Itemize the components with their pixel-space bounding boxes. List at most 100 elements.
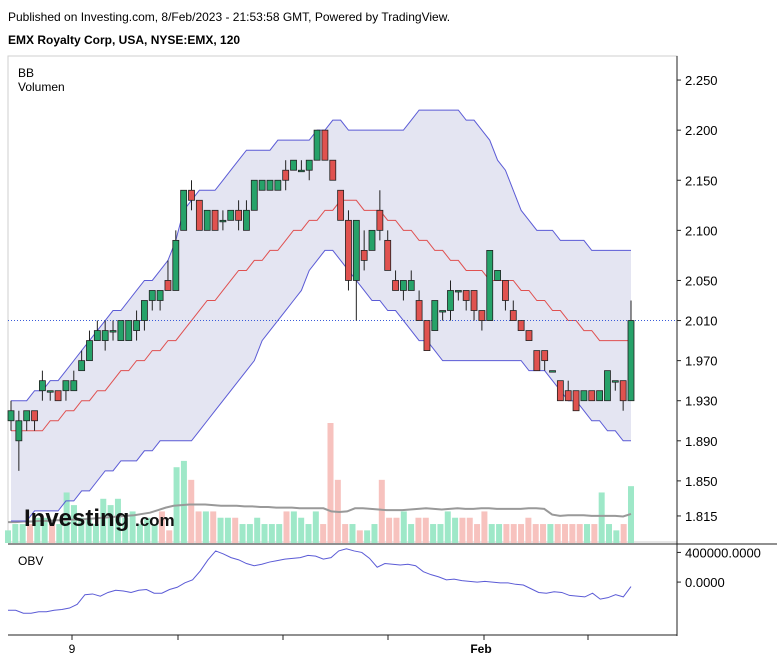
candle-body: [431, 300, 439, 331]
candle-body: [86, 340, 93, 362]
candlesticks: [7, 129, 635, 471]
volume-bar: [34, 517, 41, 543]
candle-body: [297, 169, 305, 173]
candle-body: [290, 159, 297, 171]
bb-upper-line: [11, 109, 631, 402]
volume-bar: [151, 524, 158, 543]
volume-bar: [268, 524, 275, 543]
price-tick-label: 2.150: [685, 173, 718, 188]
volume-bar: [400, 511, 407, 543]
candle-body: [321, 129, 329, 161]
candle-body: [109, 330, 117, 333]
candle-body: [62, 380, 70, 392]
volume-ma-line: [8, 503, 632, 524]
candle-body: [164, 280, 172, 291]
candle-body: [329, 159, 337, 181]
price-tick-label: 1.850: [685, 474, 718, 489]
candle-body: [423, 320, 431, 352]
volume-bar: [136, 524, 143, 543]
volume-bar: [239, 524, 246, 543]
volume-bar: [452, 517, 459, 543]
obv-tick-label: 0.0000: [685, 575, 725, 590]
investing-logo-suffix: .com: [135, 511, 175, 530]
volume-bar: [19, 524, 26, 543]
volume-bar: [26, 524, 33, 543]
candle-body: [604, 370, 611, 402]
volume-bar: [48, 524, 55, 543]
candle-body: [258, 179, 266, 191]
price-tick-label: 1.970: [685, 354, 718, 369]
volume-bar: [217, 517, 224, 543]
candle-body: [15, 420, 23, 442]
candle-body: [588, 390, 596, 402]
volume-bar: [202, 511, 209, 543]
candle-body: [23, 410, 31, 422]
obv-line: [8, 548, 632, 614]
volume-bar: [547, 524, 554, 543]
candle-body: [470, 290, 478, 311]
candle-body: [337, 189, 345, 221]
price-tick-label: 1.890: [685, 434, 718, 449]
candle-body: [250, 179, 258, 211]
candle-body: [486, 249, 494, 321]
volume-bar: [276, 524, 283, 543]
volume-bar: [488, 524, 495, 543]
volume-bar: [158, 511, 165, 543]
volume-bar: [576, 524, 583, 543]
volume-bar: [518, 524, 525, 543]
volume-bar: [327, 423, 334, 543]
bollinger-band-fill: [11, 110, 631, 521]
volume-indicator-label[interactable]: Volumen: [18, 80, 65, 94]
candle-body: [533, 350, 541, 372]
volume-bar: [188, 479, 195, 543]
volume-bar: [254, 517, 261, 543]
bb-basis-line: [11, 199, 631, 432]
candle-body: [454, 290, 462, 293]
candle-body: [125, 320, 133, 341]
candle-body: [141, 300, 148, 321]
volume-bar: [606, 524, 613, 543]
price-tick-label: 1.815: [685, 509, 718, 524]
candle-body: [7, 410, 15, 422]
price-axis-labels: 2.250 2.200 2.150 2.100 2.050 2.010 1.970 1.930…: [677, 73, 761, 590]
price-tick-label: 2.100: [685, 223, 718, 238]
volume-bar: [569, 524, 576, 543]
candle-body: [541, 350, 549, 362]
candle-body: [376, 209, 384, 231]
candle-body: [274, 179, 282, 191]
candle-body: [384, 239, 392, 271]
volume-bar: [224, 517, 231, 543]
candle-body: [619, 380, 627, 402]
volume-moving-average: [8, 503, 632, 524]
candle-body: [415, 300, 423, 321]
volume-bar: [180, 460, 187, 543]
volume-bar: [210, 511, 217, 543]
candle-body: [447, 290, 454, 311]
volume-bar: [92, 524, 99, 543]
bb-indicator-label[interactable]: BB: [18, 66, 34, 80]
candle-body: [627, 320, 635, 402]
candle-body: [93, 330, 101, 341]
price-tick-label: 2.010: [685, 314, 718, 329]
bb-lower-line: [11, 249, 631, 522]
volume-bar: [466, 517, 473, 543]
volume-bar: [195, 511, 202, 543]
candle-body: [549, 370, 556, 373]
volume-bar: [166, 530, 173, 543]
volume-bar: [613, 530, 620, 543]
volume-bar: [503, 524, 510, 543]
candle-body: [172, 239, 180, 291]
obv-series-line: [8, 548, 632, 614]
candle-body: [392, 280, 399, 291]
candle-body: [400, 280, 407, 291]
investing-logo: Investing: [24, 505, 129, 532]
volume-bar: [100, 498, 107, 543]
candle-body: [219, 219, 227, 223]
volume-bar: [261, 524, 268, 543]
obv-indicator-label[interactable]: OBV: [18, 554, 43, 568]
volume-bar: [496, 524, 503, 543]
candle-body: [203, 209, 211, 231]
volume-bar: [430, 524, 437, 543]
volume-bar: [415, 517, 422, 543]
